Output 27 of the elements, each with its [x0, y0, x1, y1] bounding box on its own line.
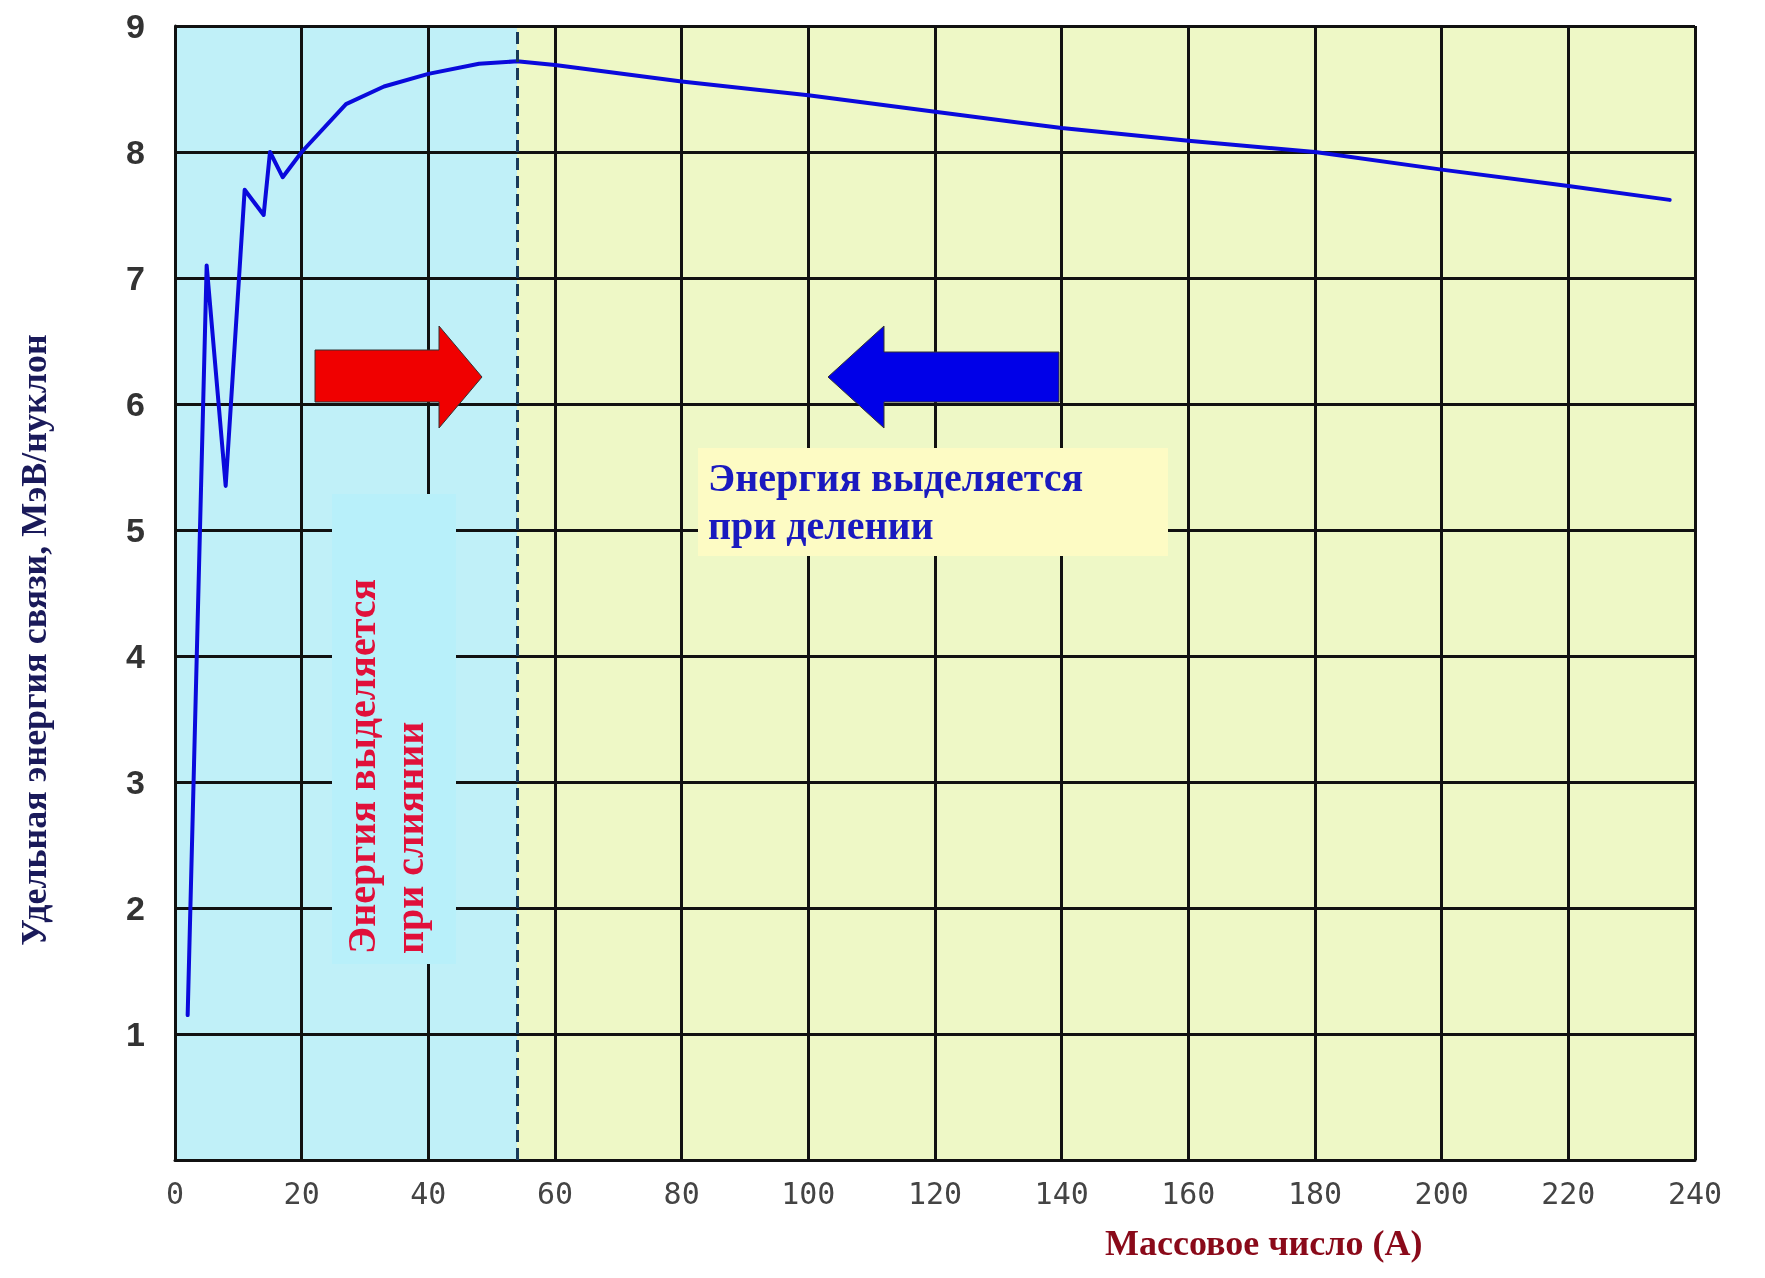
annotation: Энергия выделяется при слиянии	[332, 494, 456, 964]
y-tick-label: 5	[126, 511, 145, 549]
x-tick-label: 60	[536, 1175, 574, 1211]
x-tick-label: 180	[1287, 1175, 1343, 1211]
line-series	[185, 59, 1672, 1018]
x-tick-label: 20	[283, 1175, 320, 1211]
y-axis-title: Удельная энергия связи, МэВ/нуклон	[13, 334, 55, 946]
y-tick-label: 1	[126, 1015, 145, 1053]
x-axis-title: Массовое число (A)	[1105, 1222, 1423, 1264]
x-tick-label: 100	[781, 1175, 836, 1211]
y-tick-label: 8	[126, 133, 145, 171]
x-tick-label: 0	[165, 1175, 185, 1211]
x-tick-label: 240	[1667, 1175, 1723, 1211]
x-tick-label: 120	[907, 1175, 963, 1211]
x-tick-label: 40	[410, 1175, 447, 1211]
y-tick-label: 6	[126, 385, 145, 423]
y-tick-label: 3	[126, 763, 145, 801]
x-tick-label: 200	[1414, 1175, 1469, 1211]
x-tick-label: 160	[1161, 1175, 1216, 1211]
y-tick-label: 7	[126, 259, 145, 297]
x-tick-label: 80	[663, 1175, 700, 1211]
y-tick-label: 2	[126, 889, 145, 927]
y-tick-label: 9	[126, 7, 145, 45]
annotation: Энергия выделяется при делении	[698, 448, 1168, 556]
x-tick-label: 220	[1541, 1175, 1596, 1211]
x-tick-label: 140	[1034, 1175, 1089, 1211]
y-tick-label: 4	[126, 637, 146, 675]
